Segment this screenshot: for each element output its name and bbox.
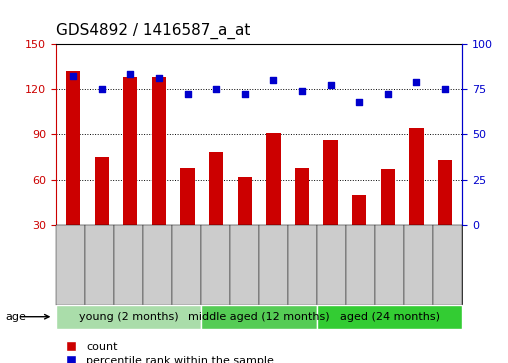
Point <box>269 77 277 83</box>
Point <box>355 99 363 105</box>
Point <box>441 86 449 92</box>
Text: GDS4892 / 1416587_a_at: GDS4892 / 1416587_a_at <box>56 23 250 40</box>
Text: aged (24 months): aged (24 months) <box>340 312 440 322</box>
Text: young (2 months): young (2 months) <box>79 312 178 322</box>
Text: middle aged (12 months): middle aged (12 months) <box>188 312 330 322</box>
Point <box>69 73 77 79</box>
Bar <box>409 128 424 225</box>
Point <box>412 79 421 85</box>
Point <box>327 82 335 88</box>
Point <box>183 91 192 97</box>
Point <box>155 75 163 81</box>
Bar <box>152 77 166 225</box>
Bar <box>180 168 195 225</box>
Point <box>212 86 220 92</box>
Bar <box>324 140 338 225</box>
Bar <box>94 157 109 225</box>
Point <box>298 88 306 94</box>
Bar <box>238 177 252 225</box>
Bar <box>209 152 224 225</box>
Point <box>126 72 134 77</box>
Point <box>384 91 392 97</box>
Legend: count, percentile rank within the sample: count, percentile rank within the sample <box>61 338 278 363</box>
Bar <box>295 168 309 225</box>
Bar <box>352 195 366 225</box>
Bar <box>123 77 138 225</box>
Point <box>241 91 249 97</box>
Point <box>98 86 106 92</box>
Text: age: age <box>5 312 26 322</box>
Bar <box>66 71 80 225</box>
Bar <box>438 160 452 225</box>
Bar <box>266 133 280 225</box>
Bar <box>380 169 395 225</box>
